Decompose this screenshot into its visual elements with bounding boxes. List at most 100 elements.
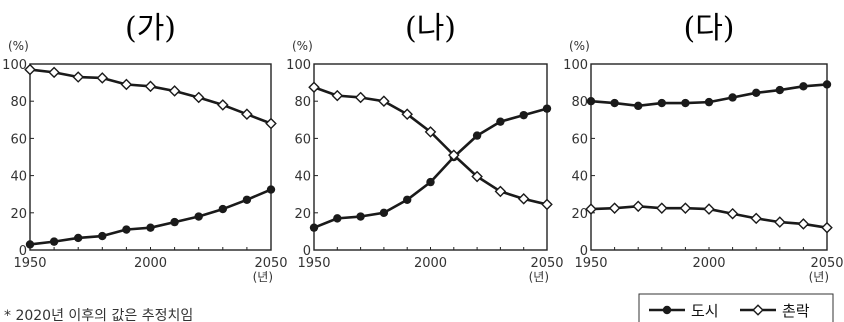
series-dosi <box>586 80 832 111</box>
data-point <box>217 99 229 111</box>
y-unit-label: (%) <box>569 39 590 53</box>
data-point <box>356 212 365 221</box>
data-point <box>168 85 181 97</box>
data-point <box>265 117 277 130</box>
data-point <box>585 203 597 215</box>
data-point <box>309 223 319 232</box>
data-point <box>170 217 179 227</box>
legend-box <box>638 293 834 322</box>
data-point <box>448 149 460 161</box>
data-point <box>517 193 530 205</box>
data-point <box>632 200 644 213</box>
data-point <box>494 185 507 198</box>
y-tick-label: 60 <box>294 132 311 147</box>
x-tick-label: 2050 <box>254 256 287 271</box>
y-tick-label: 80 <box>10 95 27 110</box>
x-tick-label: 2000 <box>692 256 725 271</box>
y-tick-label: 20 <box>294 207 311 222</box>
data-point <box>821 221 833 234</box>
data-point <box>354 91 367 104</box>
x-tick-label: 2000 <box>414 256 447 271</box>
data-point <box>634 101 643 111</box>
x-unit-label: (년) <box>529 270 549 284</box>
data-point <box>331 89 344 102</box>
data-point <box>728 93 737 102</box>
panel-2: (나) (%) 0 20 40 60 80 100 1950 2000 2050(년) <box>286 11 563 284</box>
data-point <box>401 108 413 121</box>
data-point <box>726 207 739 220</box>
data-point <box>98 231 107 241</box>
series-line <box>29 188 272 246</box>
data-point <box>610 98 619 108</box>
data-point <box>496 117 505 126</box>
y-tick-label: 0 <box>19 244 27 259</box>
y-tick-label: 60 <box>571 132 588 147</box>
footnote: * 2020년 이후의 값은 추정치임 <box>4 308 193 322</box>
data-point <box>379 208 389 217</box>
y-tick-label: 80 <box>294 95 311 110</box>
legend-item: 촌락 <box>740 302 810 320</box>
data-point <box>586 97 596 106</box>
data-point <box>49 237 59 246</box>
data-point <box>144 80 157 93</box>
data-point <box>378 95 390 107</box>
legend-marker <box>752 304 764 316</box>
y-tick-label: 0 <box>303 244 311 259</box>
data-point <box>703 203 715 215</box>
data-point <box>472 131 482 140</box>
panel-title: (나) <box>405 11 456 46</box>
plot-frame <box>313 63 548 251</box>
x-tick-label: 1950 <box>574 256 607 271</box>
data-point <box>799 82 808 91</box>
data-point <box>333 214 342 223</box>
data-point <box>122 225 131 234</box>
data-point <box>656 202 668 214</box>
series-chollak <box>585 200 833 234</box>
y-tick-label: 40 <box>294 170 311 185</box>
legend-item: 도시 <box>649 302 719 320</box>
y-tick-label: 100 <box>286 58 311 73</box>
data-point <box>774 216 786 228</box>
x-unit-label: (년) <box>253 270 273 284</box>
data-point <box>542 104 552 113</box>
data-point <box>192 91 205 104</box>
series-dosi <box>25 185 276 249</box>
data-point <box>24 63 36 76</box>
data-point <box>266 185 276 194</box>
data-point <box>519 110 528 120</box>
y-tick-label: 80 <box>571 95 588 110</box>
data-point <box>752 88 761 98</box>
data-point <box>797 218 810 230</box>
data-point <box>704 97 714 107</box>
data-point <box>822 80 832 89</box>
series-dosi <box>309 104 552 232</box>
legend: 도시 촌락 <box>638 293 834 322</box>
data-point <box>218 204 227 214</box>
y-tick-label: 60 <box>10 132 27 147</box>
x-tick-label: 2050 <box>810 256 843 271</box>
data-point <box>25 240 35 249</box>
y-tick-label: 20 <box>10 207 27 222</box>
data-point <box>242 195 252 204</box>
y-tick-label: 100 <box>563 58 588 73</box>
y-unit-label: (%) <box>8 39 29 53</box>
x-tick-label: 2000 <box>134 256 167 271</box>
data-point <box>48 66 60 79</box>
y-tick-label: 0 <box>580 244 588 259</box>
y-tick-label: 20 <box>571 207 588 222</box>
y-tick-label: 40 <box>571 170 588 185</box>
data-point <box>471 170 483 183</box>
series-line <box>29 68 272 125</box>
data-point <box>241 108 253 121</box>
panel-title: (다) <box>683 11 734 46</box>
legend-label: 촌락 <box>782 302 810 320</box>
data-point <box>608 202 621 214</box>
data-point <box>750 212 762 225</box>
data-point <box>72 71 84 83</box>
data-point <box>775 85 784 95</box>
legend-marker <box>662 305 672 315</box>
data-point <box>194 212 203 221</box>
data-point <box>403 195 412 204</box>
data-point <box>679 202 692 214</box>
